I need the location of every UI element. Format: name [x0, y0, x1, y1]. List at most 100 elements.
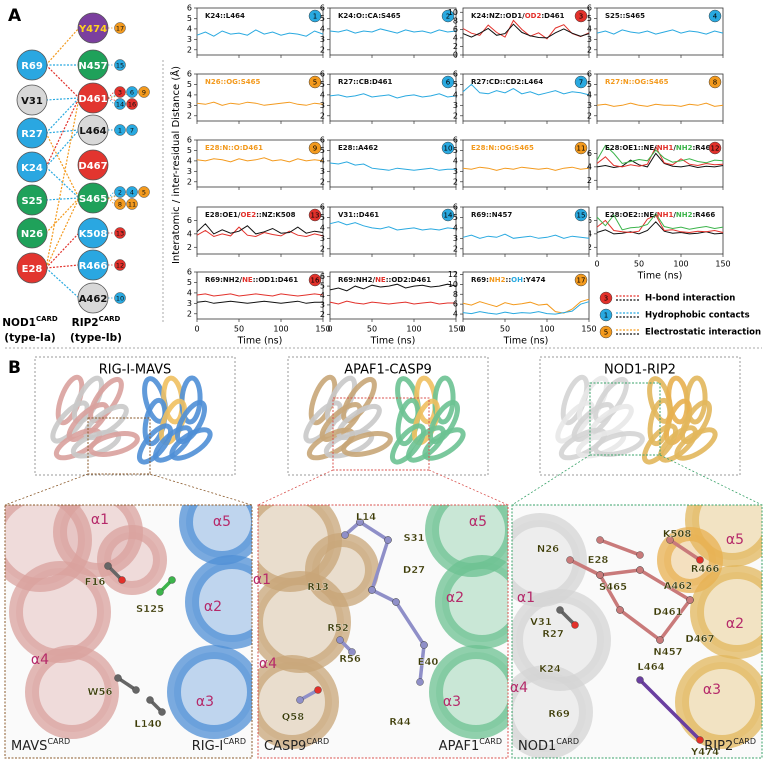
- y-tick-label: 4: [587, 24, 592, 33]
- atom: [132, 686, 140, 694]
- x-tick-label: 50: [367, 325, 377, 334]
- plot-title-part: NH1: [657, 211, 674, 219]
- badge-number: 16: [128, 101, 136, 109]
- helix: [435, 555, 508, 649]
- distance-trace: [329, 161, 456, 171]
- plot-title-part: NH2: [489, 276, 506, 284]
- x-axis-label: Time (ns): [503, 336, 549, 347]
- residue-bond: [618, 608, 662, 642]
- distance-trace: [596, 214, 724, 234]
- y-tick-label: 4: [587, 90, 592, 99]
- plot-badge: [574, 75, 588, 89]
- residue-node: [16, 184, 48, 216]
- interaction-badge: [138, 86, 150, 98]
- x-tick-label: 100: [273, 325, 288, 334]
- distance-trace: [329, 93, 457, 99]
- residue-bond: [668, 538, 702, 562]
- x-axis-label: Time (ns): [637, 271, 683, 282]
- plot-title-part: NE: [375, 276, 386, 284]
- helix: [97, 525, 167, 595]
- y-tick-label: 6: [320, 203, 325, 212]
- atom: [571, 621, 579, 629]
- plot-badge-number: 1: [313, 13, 317, 21]
- residue-label: R56: [339, 654, 361, 665]
- y-tick-label: 3: [587, 101, 592, 110]
- plot-badge: [708, 9, 722, 23]
- residue-label: L14: [356, 512, 376, 523]
- y-tick-label: 6: [587, 149, 592, 158]
- panel-label: B: [8, 358, 21, 378]
- residue-node: [77, 282, 109, 314]
- y-tick-label: 5: [187, 14, 192, 23]
- plot-title-part: ::OD2:D461: [386, 276, 432, 284]
- atom: [341, 531, 349, 539]
- y-tick-label: 2: [320, 45, 325, 54]
- residue-bond: [658, 598, 692, 642]
- y-tick-label: 5: [187, 146, 192, 155]
- residue-label: Y474: [690, 747, 719, 758]
- badge-connector: [107, 97, 115, 105]
- detail-view: [512, 505, 762, 758]
- helix-label: α2: [446, 590, 464, 606]
- plot-title-part: E28:OE2::NE/: [605, 211, 657, 219]
- y-tick-label: 3: [320, 167, 325, 176]
- header-name: NOD1: [2, 317, 36, 329]
- y-tick-label: 3: [187, 299, 192, 308]
- protein-sup: CARD: [47, 737, 70, 746]
- residue-bond: [370, 588, 398, 604]
- atom: [146, 696, 154, 704]
- interaction-line: [45, 197, 80, 269]
- y-tick-label: 2: [587, 243, 592, 252]
- y-tick-label: 6: [587, 4, 592, 13]
- header-name: RIP2: [72, 317, 99, 329]
- badge-number: 4: [130, 189, 134, 197]
- distance-trace: [462, 298, 590, 314]
- plot-title-part: E28:N::OG:S465: [471, 144, 534, 152]
- protein-sup: CARD: [556, 737, 579, 746]
- complex-title: RIG-I-MAVS: [99, 363, 172, 378]
- y-tick-label: 2: [453, 177, 458, 186]
- y-tick-label: 4: [453, 310, 458, 319]
- atom: [666, 536, 674, 544]
- residue-label: R13: [307, 582, 329, 593]
- header-sup: CARD: [99, 315, 121, 323]
- plot-title: R27:N::OG:S465: [605, 78, 669, 86]
- residue-bond: [598, 538, 642, 557]
- plot-title-part: :Y474: [523, 276, 546, 284]
- y-tick-label: 8: [453, 16, 458, 25]
- plot-title-part: ::NZ:K508: [256, 211, 295, 219]
- interaction-line: [45, 97, 80, 134]
- residue-bond: [370, 538, 390, 592]
- residue-label: K508: [663, 529, 692, 540]
- interaction-line: [45, 97, 80, 269]
- y-tick-label: 3: [320, 300, 325, 309]
- interaction-badge: [114, 259, 126, 271]
- distance-trace: [329, 300, 456, 305]
- helix-label: α3: [196, 694, 214, 710]
- protein-label: RIP2CARD: [704, 737, 756, 754]
- atom: [636, 676, 644, 684]
- y-tick-label: 6: [187, 70, 192, 79]
- y-tick-label: 5: [453, 213, 458, 222]
- plot-title-part: K24:NZ::OD1/: [471, 12, 525, 20]
- residue-label: K508: [79, 229, 108, 240]
- distance-trace: [596, 221, 724, 235]
- legend-text: H-bond interaction: [645, 294, 735, 304]
- plot-badge: [441, 208, 455, 222]
- distance-trace: [462, 23, 590, 39]
- x-tick-label: 0: [194, 325, 199, 334]
- plot-title: R69:NH2::OH:Y474: [471, 276, 546, 284]
- helix-overview: [88, 431, 140, 457]
- interaction-line: [45, 267, 80, 299]
- plot-badge-number: 17: [577, 277, 586, 285]
- plot-title: V31::D461: [338, 211, 379, 219]
- x-tick-label: 150: [715, 260, 730, 269]
- atom: [416, 678, 424, 686]
- residue-bond: [394, 600, 426, 647]
- plot-frame: [329, 206, 457, 255]
- atom: [296, 696, 304, 704]
